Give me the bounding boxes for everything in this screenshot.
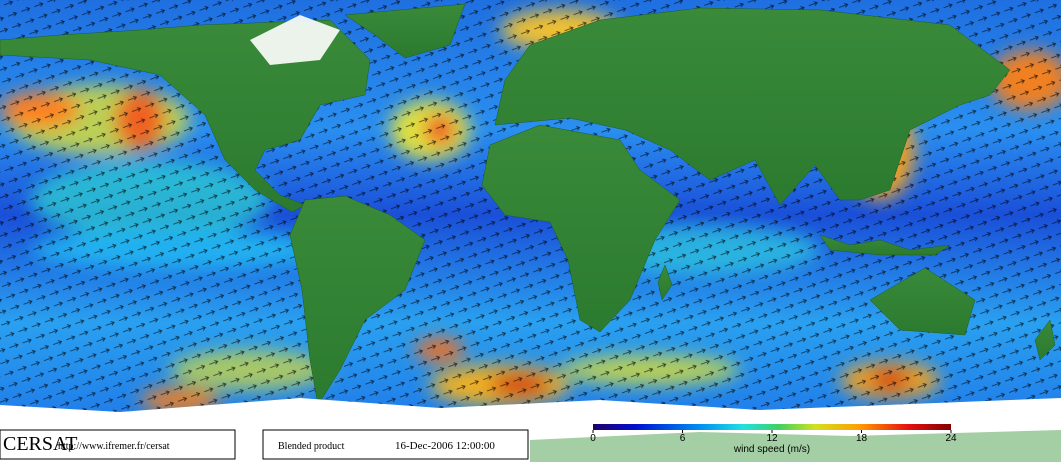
colorbar bbox=[593, 424, 951, 430]
url: http://www.ifremer.fr/cersat bbox=[58, 441, 170, 452]
antarctica bbox=[530, 430, 1061, 462]
product-box bbox=[262, 429, 529, 460]
colorbar-tick-label: 24 bbox=[945, 433, 957, 444]
colorbar-tick-label: 12 bbox=[766, 433, 778, 444]
credit-box bbox=[0, 429, 236, 460]
date: 16-Dec-2006 12:00:00 bbox=[395, 440, 495, 452]
colorbar-label: wind speed (m/s) bbox=[733, 444, 810, 455]
colorbar-tick-label: 18 bbox=[856, 433, 868, 444]
continents bbox=[0, 3, 1056, 406]
product: Blended product bbox=[278, 441, 345, 452]
colorbar-tick-label: 0 bbox=[590, 433, 596, 444]
colorbar-tick-label: 6 bbox=[680, 433, 686, 444]
logo: CERSAT bbox=[3, 433, 77, 455]
